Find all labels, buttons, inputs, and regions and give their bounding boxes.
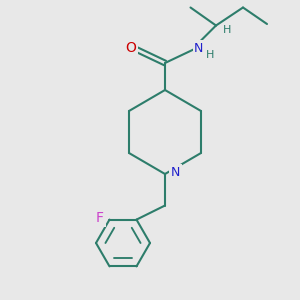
Text: H: H [223,25,232,35]
Text: F: F [96,211,104,225]
Text: N: N [194,41,204,55]
Text: O: O [125,41,136,55]
Text: H: H [206,50,214,61]
Text: N: N [171,166,180,179]
